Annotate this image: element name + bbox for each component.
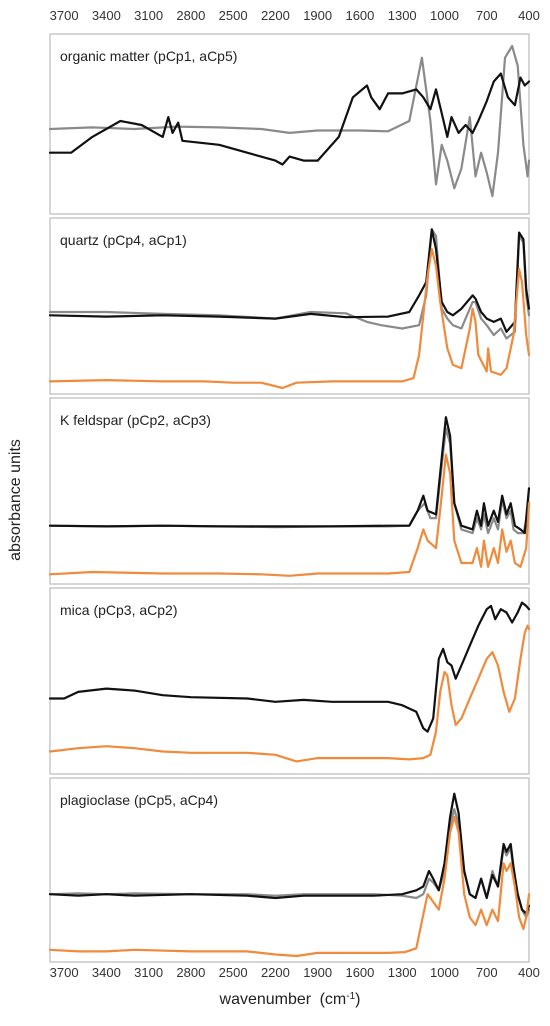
- top-tick-label: 2800: [176, 8, 205, 23]
- top-tick-label: 700: [476, 8, 498, 23]
- x-axis-unit-close: ): [355, 991, 360, 1008]
- spectrum-panel: quartz (pCp4, aCp1): [48, 217, 531, 395]
- panel-title: K feldspar (pCp2, aCp3): [60, 412, 211, 428]
- spectrum-line-orange: [48, 624, 531, 763]
- bottom-tick-label: 1900: [303, 965, 332, 980]
- top-tick-label: 2200: [261, 8, 290, 23]
- spectrum-line-gray: [48, 427, 531, 535]
- spectrum-panel: plagioclase (pCp5, aCp4): [48, 777, 531, 963]
- spectrum-panel: mica (pCp3, aCp2): [48, 587, 531, 775]
- spectra-panels: organic matter (pCp1, aCp5) quartz (pCp4,…: [48, 33, 531, 963]
- top-tick-label: 1900: [303, 8, 332, 23]
- spectrum-line-black: [48, 792, 531, 915]
- top-tick-label: 3100: [134, 8, 163, 23]
- spectrum-line-orange: [48, 248, 531, 390]
- spectrum-line-orange: [48, 815, 531, 958]
- top-x-axis-ticks: 3700 3400 3100 2800 2500 2200 1900 1600 1300 1000…: [50, 8, 540, 23]
- spectrum-line-gray: [48, 44, 531, 198]
- x-axis-unit-exponent: -1: [346, 991, 355, 1002]
- spectrum-panel: organic matter (pCp1, aCp5): [48, 33, 531, 215]
- bottom-tick-label: 700: [476, 965, 498, 980]
- bottom-tick-label: 1000: [430, 965, 459, 980]
- panel-title: quartz (pCp4, aCp1): [60, 232, 187, 248]
- bottom-tick-label: 3400: [92, 965, 121, 980]
- spectrum-panel: K feldspar (pCp2, aCp3): [48, 397, 531, 585]
- spectrum-line-black: [48, 72, 531, 166]
- panel-frame: [49, 587, 530, 775]
- panel-frame: [49, 33, 530, 215]
- bottom-tick-label: 1300: [388, 965, 417, 980]
- panel-title: mica (pCp3, aCp2): [60, 602, 178, 618]
- spectrum-line-black: [48, 416, 531, 535]
- bottom-tick-label: 2800: [176, 965, 205, 980]
- x-axis-unit: (cm: [320, 991, 347, 1008]
- y-axis-title: absorbance units: [7, 439, 24, 561]
- x-axis-title-text: wavenumber: [219, 991, 312, 1008]
- bottom-tick-label: 400: [518, 965, 540, 980]
- top-tick-label: 3700: [50, 8, 79, 23]
- bottom-tick-label: 2200: [261, 965, 290, 980]
- top-tick-label: 3400: [92, 8, 121, 23]
- top-tick-label: 1000: [430, 8, 459, 23]
- x-axis-title: wavenumber (cm-1): [219, 991, 361, 1009]
- bottom-tick-label: 3700: [50, 965, 79, 980]
- spectrum-line-black: [48, 601, 531, 733]
- bottom-tick-label: 3100: [134, 965, 163, 980]
- bottom-tick-label: 2500: [219, 965, 248, 980]
- spectrum-line-black: [48, 228, 531, 333]
- top-tick-label: 1300: [388, 8, 417, 23]
- panel-title: organic matter (pCp1, aCp5): [60, 48, 237, 64]
- bottom-tick-label: 1600: [345, 965, 374, 980]
- bottom-x-axis-ticks: 3700 3400 3100 2800 2500 2200 1900 1600 1300 1000…: [50, 965, 540, 980]
- top-tick-label: 1600: [345, 8, 374, 23]
- panel-title: plagioclase (pCp5, aCp4): [60, 792, 218, 808]
- spectrum-line-gray: [48, 228, 531, 340]
- top-tick-label: 2500: [219, 8, 248, 23]
- panel-frame: [49, 777, 530, 963]
- spectrum-line-orange: [48, 453, 531, 577]
- top-tick-label: 400: [518, 8, 540, 23]
